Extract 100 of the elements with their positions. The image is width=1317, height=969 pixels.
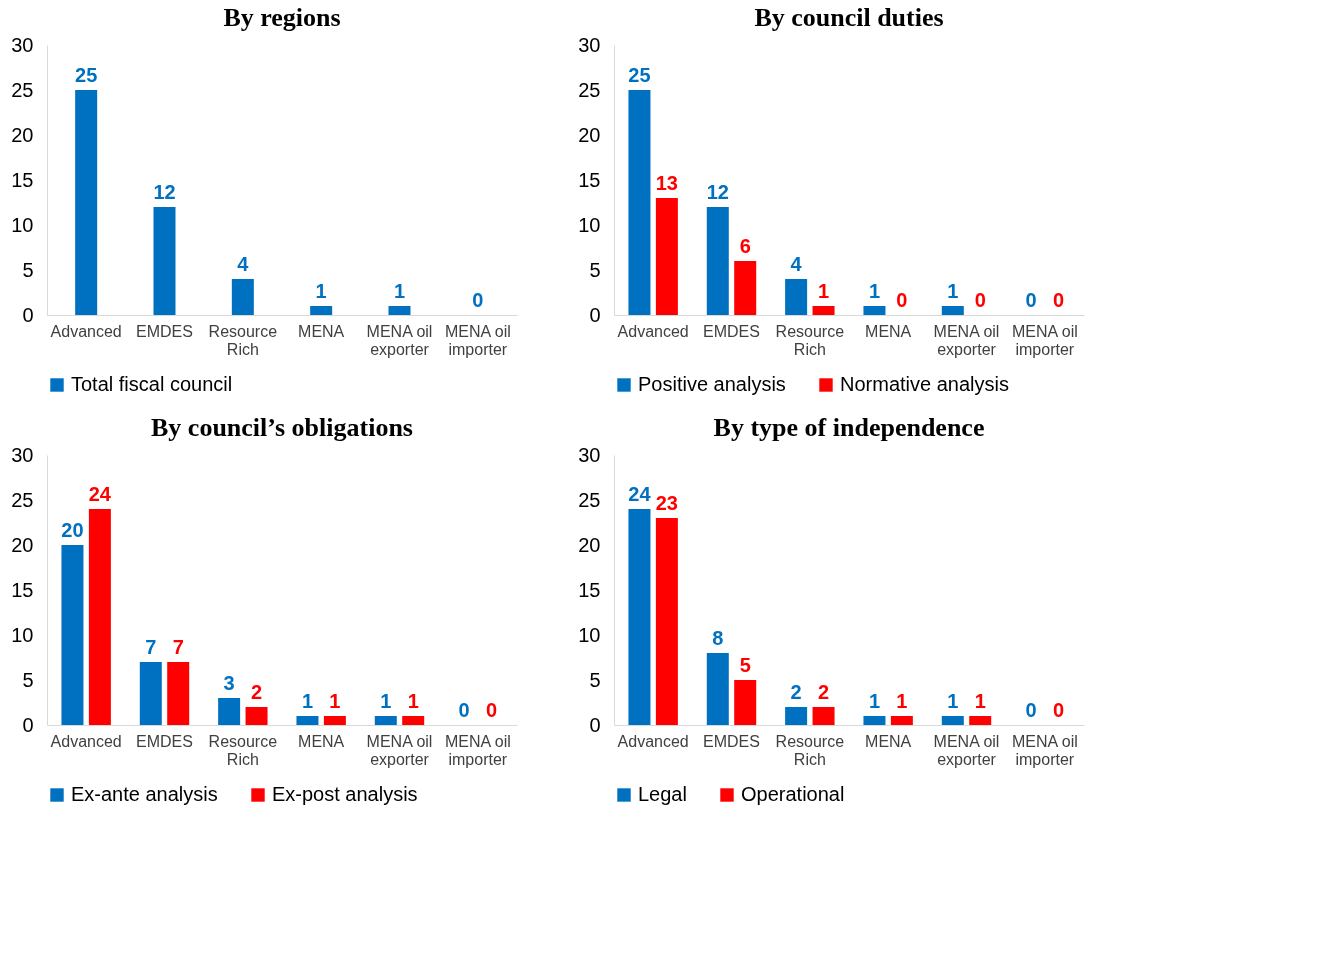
bar xyxy=(785,279,808,315)
bar xyxy=(655,198,678,315)
bar xyxy=(218,698,241,725)
data-label: 0 xyxy=(485,699,498,721)
legend-label: Total fiscal council xyxy=(71,373,233,395)
x-tick-label: Resource Rich xyxy=(775,732,845,768)
y-tick-label: 25 xyxy=(578,78,601,101)
x-tick-label: EMDES xyxy=(703,322,760,340)
x-tick-label: MENA oil exporter xyxy=(933,732,1000,768)
bar xyxy=(628,509,651,725)
data-label: 3 xyxy=(223,672,235,694)
y-tick-label: 0 xyxy=(589,303,601,326)
x-tick-label: EMDES xyxy=(136,732,193,750)
data-label: 12 xyxy=(706,181,729,203)
data-label: 0 xyxy=(974,289,986,311)
data-label: 25 xyxy=(628,64,651,86)
data-label: 24 xyxy=(88,483,112,505)
legend-label: Positive analysis xyxy=(638,373,786,395)
data-label: 1 xyxy=(301,690,314,712)
y-tick-label: 25 xyxy=(11,78,34,101)
bar xyxy=(245,707,268,725)
bar xyxy=(88,509,111,725)
data-label: 0 xyxy=(472,289,484,311)
x-tick-label: Advanced xyxy=(50,732,122,750)
data-label: 1 xyxy=(817,280,830,302)
chart-title: By council duties xyxy=(754,3,944,32)
data-label: 7 xyxy=(145,636,157,658)
y-tick-label: 30 xyxy=(578,443,601,466)
x-tick-label: Advanced xyxy=(617,732,689,750)
legend-label: Ex-post analysis xyxy=(272,783,418,805)
x-tick-label: MENA xyxy=(865,322,912,340)
legend-label: Normative analysis xyxy=(840,373,1009,395)
bar xyxy=(812,707,835,725)
bar xyxy=(941,716,964,725)
bar xyxy=(785,707,808,725)
y-tick-label: 0 xyxy=(22,303,34,326)
data-label: 2 xyxy=(817,681,830,703)
bar xyxy=(969,716,992,725)
y-tick-label: 10 xyxy=(11,213,34,236)
data-label: 1 xyxy=(329,690,341,712)
data-label: 1 xyxy=(380,690,392,712)
bar xyxy=(863,716,886,725)
bar xyxy=(706,653,729,725)
data-label: 2 xyxy=(790,681,802,703)
bar xyxy=(374,716,397,725)
x-tick-label: MENA xyxy=(298,322,345,340)
y-tick-label: 25 xyxy=(11,488,34,511)
x-tick-label: MENA xyxy=(298,732,345,750)
y-tick-label: 20 xyxy=(11,533,34,556)
x-tick-label: MENA oil exporter xyxy=(366,732,433,768)
chart-title: By regions xyxy=(223,3,341,32)
data-label: 25 xyxy=(75,64,98,86)
y-tick-label: 5 xyxy=(589,668,601,691)
y-tick-label: 10 xyxy=(578,213,601,236)
bar xyxy=(655,518,678,725)
data-label: 0 xyxy=(1052,289,1065,311)
bar xyxy=(706,207,729,315)
x-tick-label: MENA oil importer xyxy=(444,732,511,768)
data-label: 0 xyxy=(1025,289,1037,311)
y-tick-label: 20 xyxy=(11,123,34,146)
y-tick-label: 0 xyxy=(22,713,34,736)
bar xyxy=(863,306,886,315)
legend-label: Operational xyxy=(741,783,845,805)
bar xyxy=(388,306,411,315)
bar xyxy=(296,716,319,725)
bar xyxy=(75,90,98,315)
y-tick-label: 15 xyxy=(11,578,34,601)
bar xyxy=(231,279,254,315)
data-label: 1 xyxy=(868,690,881,712)
bar xyxy=(153,207,176,315)
y-tick-label: 30 xyxy=(578,33,601,56)
data-label: 1 xyxy=(947,690,959,712)
data-label: 6 xyxy=(739,235,751,257)
data-label: 20 xyxy=(61,519,84,541)
y-tick-label: 10 xyxy=(578,623,601,646)
x-tick-label: Resource Rich xyxy=(208,732,278,768)
y-tick-label: 15 xyxy=(578,168,601,191)
data-label: 8 xyxy=(712,627,724,649)
y-tick-label: 0 xyxy=(589,713,601,736)
data-label: 0 xyxy=(896,289,908,311)
data-label: 1 xyxy=(868,280,881,302)
x-tick-label: MENA oil exporter xyxy=(366,322,433,358)
bar xyxy=(812,306,835,315)
data-label: 1 xyxy=(974,690,986,712)
data-label: 5 xyxy=(739,654,751,676)
y-tick-label: 10 xyxy=(11,623,34,646)
data-label: 7 xyxy=(172,636,184,658)
y-tick-label: 20 xyxy=(578,533,601,556)
y-tick-label: 20 xyxy=(578,123,601,146)
bar xyxy=(61,545,84,725)
x-tick-label: EMDES xyxy=(703,732,760,750)
y-tick-label: 5 xyxy=(22,258,34,281)
data-label: 13 xyxy=(655,172,678,194)
y-tick-label: 15 xyxy=(11,168,34,191)
bar xyxy=(941,306,964,315)
bar xyxy=(310,306,333,315)
legend-label: Ex-ante analysis xyxy=(71,783,218,805)
data-label: 1 xyxy=(393,280,406,302)
bar xyxy=(628,90,651,315)
x-tick-label: MENA oil importer xyxy=(1011,732,1078,768)
